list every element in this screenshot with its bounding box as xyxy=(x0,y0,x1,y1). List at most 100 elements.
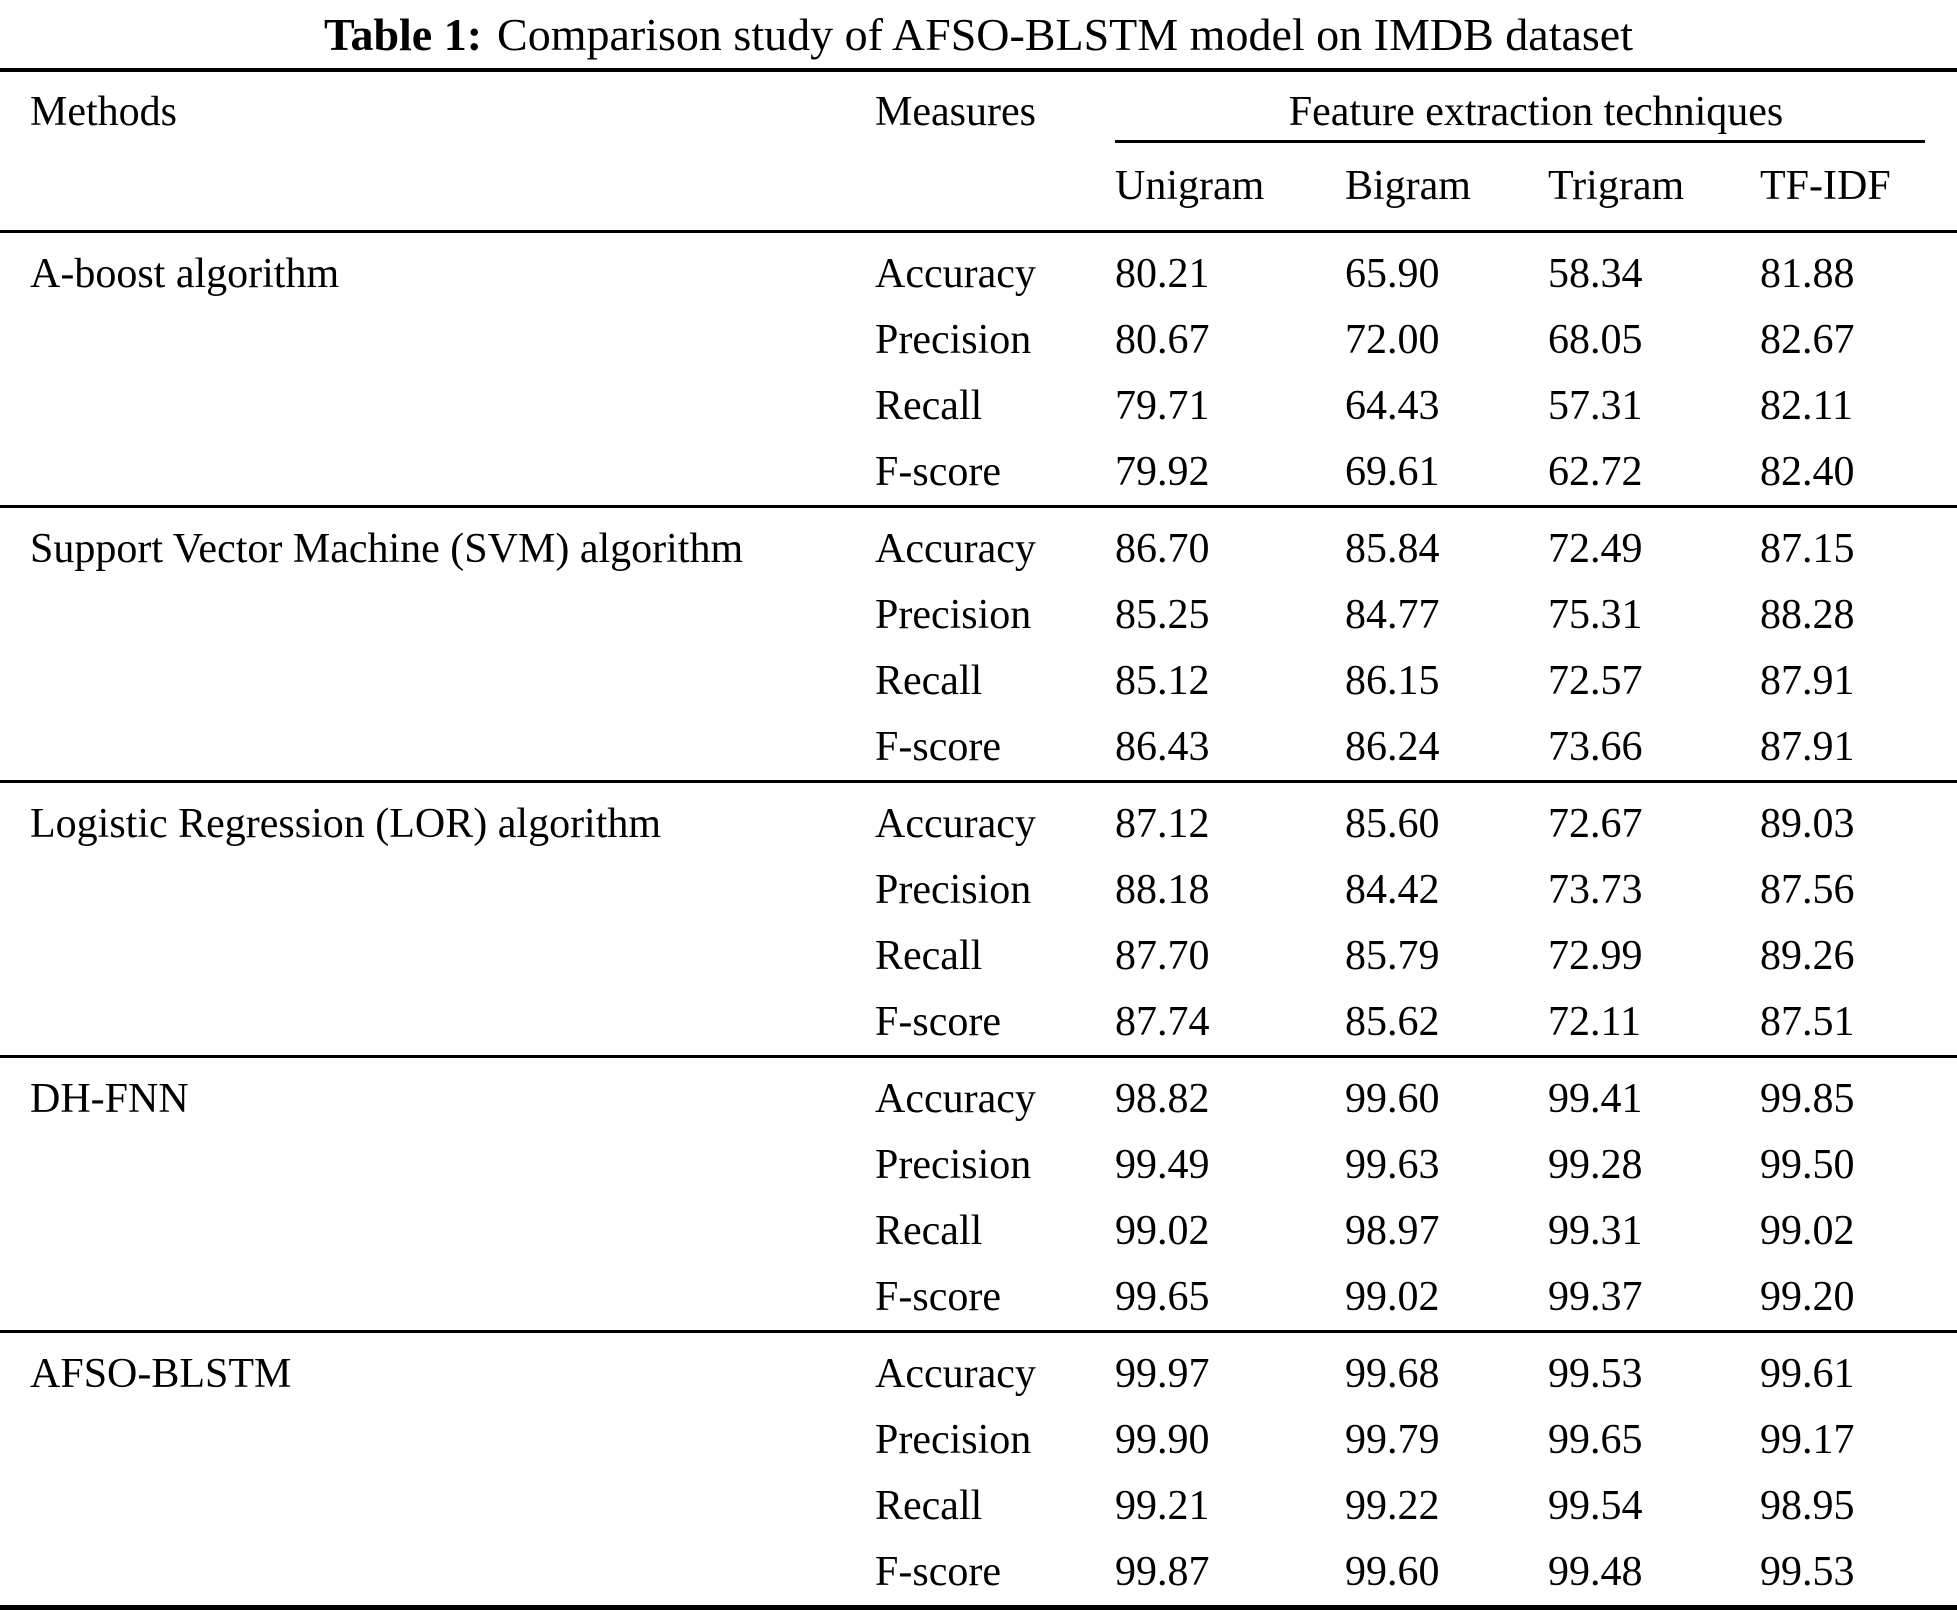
metric-value: 82.40 xyxy=(1760,448,1855,495)
table-row: A-boost algorithm Accuracy 80.21 65.90 5… xyxy=(0,229,1957,506)
metric-value: 86.15 xyxy=(1345,657,1440,704)
metric-value: 98.97 xyxy=(1345,1207,1440,1254)
metric-value: 85.79 xyxy=(1345,932,1440,979)
metric-value: 85.62 xyxy=(1345,998,1440,1045)
metric-value: 87.12 xyxy=(1115,779,1345,857)
metric-value: 89.26 xyxy=(1760,932,1855,979)
col-header-measures: Measures xyxy=(875,70,1115,233)
table-row: Precision 80.67 72.00 68.05 82.67 xyxy=(0,307,1957,373)
metric-value: 86.70 xyxy=(1115,504,1345,582)
metric-value: 72.49 xyxy=(1548,504,1760,582)
table-row: DH-FNN Accuracy 98.82 99.60 99.41 99.85 xyxy=(0,1054,1957,1331)
metric-value: 73.66 xyxy=(1548,723,1643,770)
measure-label: Recall xyxy=(875,1207,983,1254)
metric-value: 72.67 xyxy=(1548,779,1760,857)
metric-value: 68.05 xyxy=(1548,316,1643,363)
table-row: F-score 99.87 99.60 99.48 99.53 xyxy=(0,1539,1957,1608)
caption-label: Table 1: xyxy=(323,8,483,60)
method-name: Support Vector Machine (SVM) algorithm xyxy=(0,504,875,781)
metric-value: 87.91 xyxy=(1760,723,1855,770)
measure-label: Precision xyxy=(875,866,1032,913)
measure-label: Precision xyxy=(875,316,1032,363)
measure-label: Accuracy xyxy=(875,779,1115,857)
metric-value: 88.28 xyxy=(1760,591,1855,638)
metric-value: 99.85 xyxy=(1760,1054,1957,1132)
metric-value: 84.42 xyxy=(1345,866,1440,913)
metric-value: 99.61 xyxy=(1760,1329,1957,1407)
method-name: AFSO-BLSTM xyxy=(0,1329,875,1607)
method-name: A-boost algorithm xyxy=(0,229,875,506)
table-row: F-score 86.43 86.24 73.66 87.91 xyxy=(0,714,1957,782)
metric-value: 99.50 xyxy=(1760,1141,1855,1188)
metric-value: 99.31 xyxy=(1548,1207,1643,1254)
metric-value: 84.77 xyxy=(1345,591,1440,638)
measure-label: Precision xyxy=(875,1416,1032,1463)
metric-value: 87.56 xyxy=(1760,866,1855,913)
col-header-trigram: Trigram xyxy=(1548,143,1760,233)
metric-value: 99.63 xyxy=(1345,1141,1440,1188)
metric-value: 57.31 xyxy=(1548,382,1643,429)
col-header-tfidf: TF-IDF xyxy=(1760,143,1957,233)
measure-label: F-score xyxy=(875,1273,1001,1320)
header-row-features: Unigram Bigram Trigram TF-IDF xyxy=(0,143,1957,233)
metric-value: 99.97 xyxy=(1115,1329,1345,1407)
metric-value: 65.90 xyxy=(1345,229,1548,307)
table-row: Precision 99.49 99.63 99.28 99.50 xyxy=(0,1132,1957,1198)
measure-label: Precision xyxy=(875,591,1032,638)
metric-value: 99.41 xyxy=(1548,1054,1760,1132)
metric-value: 86.43 xyxy=(1115,723,1210,770)
metric-value: 99.48 xyxy=(1548,1548,1643,1595)
metric-value: 87.70 xyxy=(1115,932,1210,979)
metric-value: 79.92 xyxy=(1115,448,1210,495)
metric-value: 87.51 xyxy=(1760,998,1855,1045)
col-header-methods: Methods xyxy=(0,70,875,233)
header-row-top: Methods Measures Feature extraction tech… xyxy=(0,70,1957,233)
table-row: F-score 79.92 69.61 62.72 82.40 xyxy=(0,439,1957,507)
metric-value: 99.17 xyxy=(1760,1416,1855,1463)
metric-value: 87.91 xyxy=(1760,657,1855,704)
table-row: Recall 85.12 86.15 72.57 87.91 xyxy=(0,648,1957,714)
table-row: F-score 87.74 85.62 72.11 87.51 xyxy=(0,989,1957,1057)
measure-label: Precision xyxy=(875,1141,1032,1188)
measure-label: F-score xyxy=(875,1548,1001,1595)
method-name: DH-FNN xyxy=(0,1054,875,1331)
col-header-unigram: Unigram xyxy=(1115,143,1345,233)
metric-value: 99.53 xyxy=(1760,1548,1855,1595)
metric-value: 98.95 xyxy=(1760,1482,1855,1529)
measure-label: Accuracy xyxy=(875,504,1115,582)
metric-value: 72.11 xyxy=(1548,998,1641,1045)
metric-value: 64.43 xyxy=(1345,382,1440,429)
metric-value: 99.20 xyxy=(1760,1273,1855,1320)
metric-value: 81.88 xyxy=(1760,229,1957,307)
measure-label: Recall xyxy=(875,1482,983,1529)
table-row: Recall 87.70 85.79 72.99 89.26 xyxy=(0,923,1957,989)
caption-text: Comparison study of AFSO-BLSTM model on … xyxy=(497,8,1633,60)
table-row: Recall 79.71 64.43 57.31 82.11 xyxy=(0,373,1957,439)
metric-value: 89.03 xyxy=(1760,779,1957,857)
measure-label: F-score xyxy=(875,723,1001,770)
metric-value: 99.87 xyxy=(1115,1548,1210,1595)
metric-value: 85.12 xyxy=(1115,657,1210,704)
metric-value: 99.68 xyxy=(1345,1329,1548,1407)
table-row: Recall 99.02 98.97 99.31 99.02 xyxy=(0,1198,1957,1264)
measure-label: Recall xyxy=(875,657,983,704)
metric-value: 99.53 xyxy=(1548,1329,1760,1407)
metric-value: 73.73 xyxy=(1548,866,1643,913)
metric-value: 99.79 xyxy=(1345,1416,1440,1463)
col-header-bigram: Bigram xyxy=(1345,143,1548,233)
table-row: Support Vector Machine (SVM) algorithm A… xyxy=(0,504,1957,781)
metric-value: 82.67 xyxy=(1760,316,1855,363)
metric-value: 99.54 xyxy=(1548,1482,1643,1529)
metric-value: 86.24 xyxy=(1345,723,1440,770)
metric-value: 99.02 xyxy=(1760,1207,1855,1254)
metric-value: 99.60 xyxy=(1345,1054,1548,1132)
metric-value: 87.15 xyxy=(1760,504,1957,582)
table-row: Logistic Regression (LOR) algorithm Accu… xyxy=(0,779,1957,1056)
measure-label: Recall xyxy=(875,932,983,979)
metric-value: 99.21 xyxy=(1115,1482,1210,1529)
metric-value: 99.37 xyxy=(1548,1273,1643,1320)
measure-label: Accuracy xyxy=(875,1329,1115,1407)
metric-value: 99.60 xyxy=(1345,1548,1440,1595)
metric-value: 98.82 xyxy=(1115,1054,1345,1132)
table-row: Recall 99.21 99.22 99.54 98.95 xyxy=(0,1473,1957,1539)
